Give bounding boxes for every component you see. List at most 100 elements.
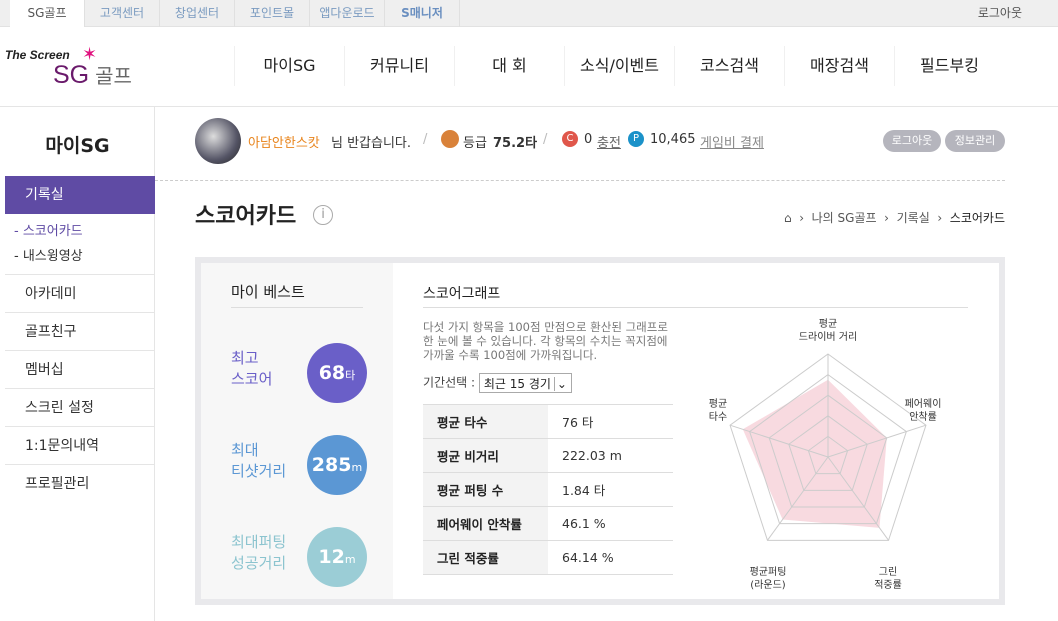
sidebar-item[interactable]: 아카데미 [5,274,155,312]
info-icon[interactable]: i [313,205,333,225]
radar-axis-label: 적중률 [874,579,902,591]
stat-label: 그린 적중률 [423,540,548,575]
nav-item[interactable]: 코스검색 [674,46,784,86]
stat-value: 64.14 % [548,540,673,575]
stats-table: 평균 타수 76 타 평균 비거리 222.03 m 평균 퍼팅 수 1.84 타 페어웨이… [423,404,673,575]
radar-grid-ring [807,435,849,475]
chevron-down-icon: ⌄ [553,377,567,391]
sidebar-title: 마이SG [45,135,110,157]
top-logout-link[interactable]: 로그아웃 [977,6,1022,20]
radar-axis-label: 그린 [879,566,897,578]
nav-item[interactable]: 대 회 [454,46,564,86]
nav-item[interactable]: 필드부킹 [894,46,1004,86]
sidebar-item-records[interactable]: 기록실 [5,176,155,214]
stat-label: 평균 타수 [423,404,548,439]
top-tab[interactable]: S매니저 [385,0,460,27]
pay-link[interactable]: 게임비 결제 [700,136,764,151]
stat-value: 1.84 타 [548,472,673,507]
table-row: 페어웨이 안착률 46.1 % [423,506,673,541]
radar-grid-ring [749,373,907,525]
logo-text: The Screen [5,48,70,62]
stat-label: 페어웨이 안착률 [423,506,548,541]
stat-label: 평균 비거리 [423,438,548,473]
top-tab[interactable]: 포인트몰 [235,0,310,27]
main-nav: 마이SG 커뮤니티 대 회 소식/이벤트 코스검색 매장검색 필드부킹 [234,46,1004,86]
logo-sg: SG [53,61,90,89]
radar-axis [767,456,829,541]
top-tab[interactable]: 창업센터 [160,0,235,27]
user-bar: 아담안한스캇 님 반갑습니다. / 등급 75.2타 / C 0 충전 P 10… [195,118,1005,164]
radar-axis-label: 드라이버 거리 [799,331,857,343]
graph-description: 다섯 가지 항목을 100점 만점으로 환산된 그래프로 한 눈에 볼 수 있습… [423,320,668,362]
sidebar-sub-scorecard[interactable]: - 스코어카드 [14,224,83,239]
avatar [195,118,241,164]
top-tab[interactable]: 고객센터 [85,0,160,27]
top-tab[interactable]: 앱다운로드 [310,0,385,27]
nav-item[interactable]: 소식/이벤트 [564,46,674,86]
home-icon[interactable]: ⌂ [783,211,792,225]
page-title: 스코어카드 [195,204,297,229]
charge-link[interactable]: 충전 [597,136,621,151]
sidebar-item[interactable]: 멤버십 [5,350,155,388]
radar-axis-label: 페어웨이 [905,398,942,410]
table-row: 그린 적중률 64.14 % [423,540,673,575]
best-value-badge: 68타 [307,343,367,403]
coin-icon: C [562,131,578,147]
best-label: 최고 스코어 [231,349,273,388]
top-tab[interactable]: SG골프 [10,0,85,27]
logout-button[interactable]: 로그아웃 [883,130,941,152]
table-row: 평균 퍼팅 수 1.84 타 [423,472,673,507]
logo-golf: 골프 [95,66,132,88]
period-label: 기간선택 : [423,375,476,390]
point-icon: P [628,131,644,147]
divider [0,106,1058,107]
sidebar: 마이SG 기록실 - 스코어카드 - 내스윙영상 아카데미 골프친구 멤버십 스크린 … [0,107,155,621]
top-bar: SG골프 고객센터 창업센터 포인트몰 앱다운로드 S매니저 로그아웃 [0,0,1058,27]
my-best: 마이 베스트 최고 스코어 68타 최대 티샷거리 285m 최대퍼팅 성공거리 12m [201,263,393,599]
nav-item[interactable]: 매장검색 [784,46,894,86]
table-row: 평균 타수 76 타 [423,404,673,439]
period-select[interactable]: 최근 15 경기 ⌄ [478,373,572,393]
logo[interactable]: The Screen SG 골프 ✶ [5,44,132,89]
table-row: 평균 비거리 222.03 m [423,438,673,473]
sidebar-item[interactable]: 1:1문의내역 [5,426,155,464]
sidebar-item[interactable]: 스크린 설정 [5,388,155,426]
best-label: 최대 티샷거리 [231,441,287,480]
radar-axis [729,424,829,458]
divider [155,180,1005,181]
breadcrumb-current: 스코어카드 [949,211,1005,225]
stat-value: 46.1 % [548,506,673,541]
nav-item[interactable]: 마이SG [234,46,344,86]
radar-axis-label: 평균 [709,398,727,410]
radar-axis-label: 타수 [709,411,727,423]
label: 스코어카드 [22,224,83,239]
star-icon: ✶ [82,44,98,65]
radar-grid-ring [768,394,888,508]
breadcrumb: ⌂ › 나의 SG골프 › 기록실 › 스코어카드 [783,211,1005,225]
radar-axis-label: (라운드) [750,579,786,591]
stat-value: 76 타 [548,404,673,439]
radar-axis [827,456,889,541]
sidebar-item[interactable]: 골프친구 [5,312,155,350]
grade-icon [441,130,459,148]
radar-axis-label: 안착률 [909,411,937,423]
grade-label: 등급 [463,136,487,151]
best-value-badge: 12m [307,527,367,587]
profile-button[interactable]: 정보관리 [945,130,1005,152]
best-value-badge: 285m [307,435,367,495]
stat-label: 평균 퍼팅 수 [423,472,548,507]
scorecard-panel: 마이 베스트 최고 스코어 68타 최대 티샷거리 285m 최대퍼팅 성공거리 12m 스코어… [195,257,1005,605]
radar-grid-ring [788,415,868,491]
nav-item[interactable]: 커뮤니티 [344,46,454,86]
sidebar-item[interactable]: 프로필관리 [5,464,155,502]
breadcrumb-item[interactable]: 나의 SG골프 [811,211,877,225]
breadcrumb-item[interactable]: 기록실 [896,211,930,225]
user-name: 아담안한스캇 [248,136,320,151]
radar-axis-label: 평균퍼팅 [750,566,787,578]
my-best-title: 마이 베스트 [231,283,305,301]
sidebar-sub-swing-video[interactable]: - 내스윙영상 [14,249,83,264]
stat-value: 222.03 m [548,438,673,473]
score-graph-title: 스코어그래프 [423,286,501,302]
grade-value: 75.2타 [493,136,538,151]
